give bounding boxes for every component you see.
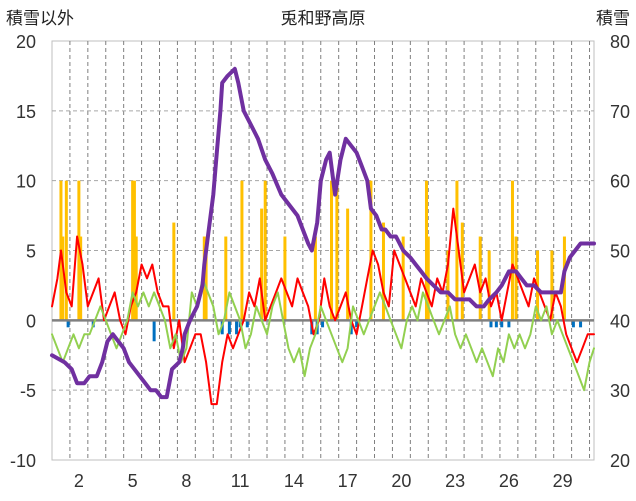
bar: [455, 180, 459, 321]
x-tick-label: 23: [445, 471, 465, 491]
right-tick-label: 50: [610, 242, 630, 262]
bar: [132, 180, 136, 321]
bar: [245, 320, 249, 328]
bar: [494, 320, 498, 328]
bar: [355, 320, 359, 328]
bar: [240, 180, 244, 321]
bar: [321, 320, 325, 328]
left-tick-label: 10: [16, 172, 36, 192]
bar: [313, 236, 317, 321]
bar: [335, 180, 339, 321]
bar: [489, 320, 493, 328]
bar: [579, 320, 583, 328]
bar: [79, 236, 83, 321]
x-tick-label: 26: [499, 471, 519, 491]
bar: [66, 320, 70, 328]
bar: [64, 180, 68, 321]
x-tick-label: 11: [231, 471, 250, 491]
bar: [224, 236, 228, 321]
bar: [478, 236, 482, 321]
bar: [369, 180, 373, 321]
right-tick-label: 30: [610, 381, 630, 401]
bar: [487, 250, 491, 321]
right-tick-label: 60: [610, 172, 630, 192]
bar: [152, 320, 156, 342]
bar: [571, 320, 575, 328]
series-line-left-1: [51, 207, 595, 406]
right-tick-label: 20: [610, 451, 630, 471]
bar: [131, 180, 135, 321]
chart-title: 兎和野高原: [281, 9, 366, 29]
left-tick-label: -5: [20, 381, 36, 401]
series-line-left-2: [51, 277, 595, 392]
x-tick-label: 2: [74, 471, 84, 491]
x-tick-label: 14: [284, 471, 304, 491]
x-tick-label: 29: [553, 471, 573, 491]
bar: [500, 320, 504, 328]
right-tick-label: 80: [610, 32, 630, 52]
left-axis-label: 積雪以外: [6, 9, 74, 29]
bar: [550, 250, 554, 321]
x-tick-label: 17: [338, 471, 358, 491]
left-tick-label: 0: [26, 311, 36, 331]
lines-layer: [50, 66, 596, 406]
left-tick-label: 15: [16, 102, 36, 122]
grid-layer: [52, 41, 594, 460]
x-tick-label: 8: [181, 471, 191, 491]
left-tick-label: -10: [10, 451, 36, 471]
bar: [507, 320, 511, 328]
x-tick-label: 5: [128, 471, 138, 491]
right-tick-label: 70: [610, 102, 630, 122]
bar: [514, 236, 518, 321]
right-tick-label: 40: [610, 311, 630, 331]
bar: [283, 236, 287, 321]
bar: [61, 236, 65, 321]
bar: [510, 180, 514, 321]
series-line-right: [50, 66, 596, 400]
bar: [381, 222, 385, 321]
bar: [263, 180, 267, 321]
bar: [260, 208, 264, 321]
bar: [401, 236, 405, 321]
bar: [446, 250, 450, 321]
x-tick-label: 20: [391, 471, 411, 491]
bar: [346, 208, 350, 321]
bar: [330, 180, 334, 321]
right-axis-label: 積雪: [596, 9, 630, 29]
bar: [227, 320, 231, 335]
bar: [235, 320, 239, 335]
bar: [172, 222, 176, 321]
bar: [424, 180, 428, 321]
left-tick-label: 5: [26, 242, 36, 262]
left-tick-label: 20: [16, 32, 36, 52]
bar: [134, 236, 138, 321]
